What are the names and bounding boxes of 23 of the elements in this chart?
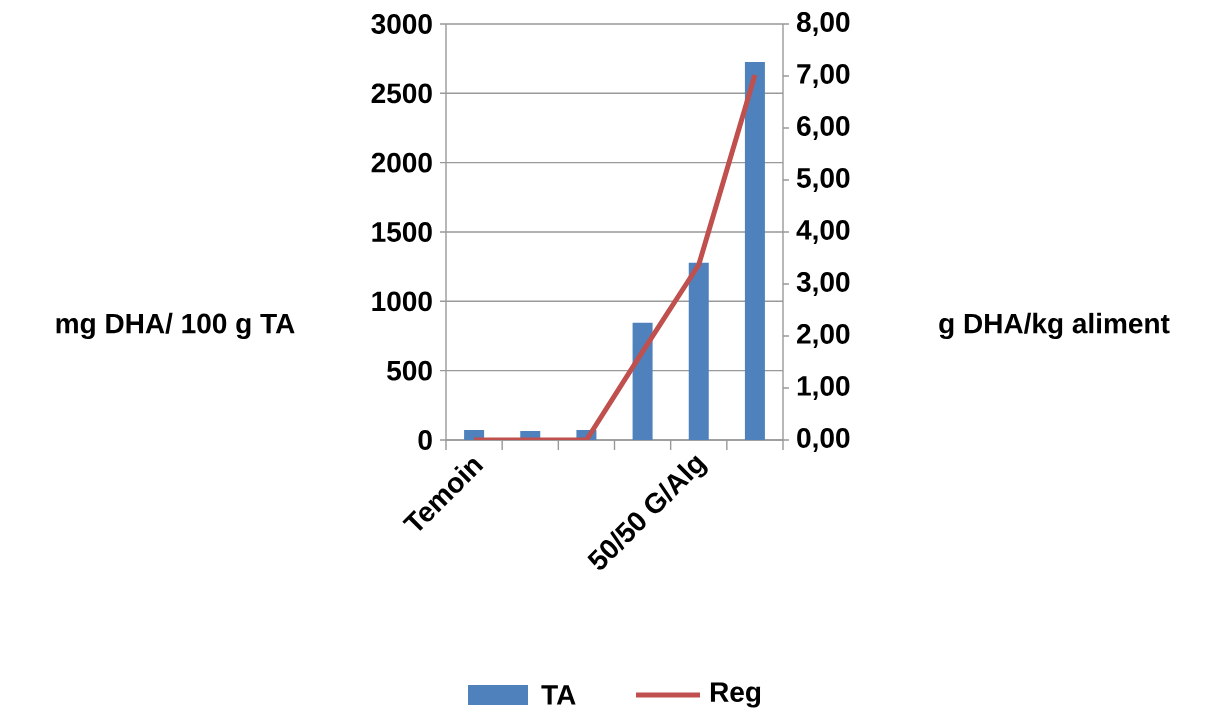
y2-tick-label: 1,00 xyxy=(797,376,850,400)
y2-tick-label: 4,00 xyxy=(796,220,850,244)
legend-label: TA xyxy=(541,685,576,705)
y-tick-label: 3000 xyxy=(371,14,432,34)
y2-tick-label: 0,00 xyxy=(797,428,850,452)
y2-tick-label: 2,00 xyxy=(797,324,850,348)
y-tick-label: 1000 xyxy=(372,291,432,312)
y-tick-label: 2500 xyxy=(371,83,432,104)
y-axis-title: mg DHA/ 100 g TA xyxy=(56,312,295,340)
y2-tick-label: 3,00 xyxy=(796,272,850,296)
y-tick-label: 500 xyxy=(387,360,432,381)
y-tick-label: 2000 xyxy=(371,152,432,173)
y2-axis-title: g DHA/kg aliment xyxy=(939,312,1170,340)
bar xyxy=(688,262,709,440)
y2-tick-label: 6,00 xyxy=(797,116,850,140)
y-tick-label: 1500 xyxy=(372,222,432,242)
y-tick-label: 0 xyxy=(418,430,432,450)
y2-tick-label: 5,00 xyxy=(796,168,850,192)
legend-label: Reg xyxy=(710,682,761,708)
bar xyxy=(744,62,765,440)
bar xyxy=(632,322,653,440)
y2-tick-label: 7,00 xyxy=(797,64,850,88)
y2-tick-label: 8,00 xyxy=(796,12,850,36)
